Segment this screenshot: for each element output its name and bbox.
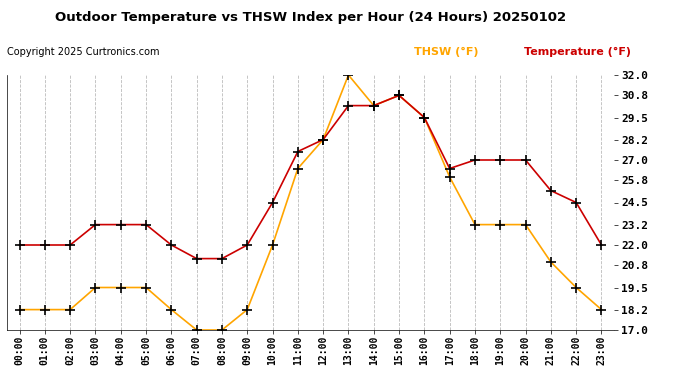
- Text: Copyright 2025 Curtronics.com: Copyright 2025 Curtronics.com: [7, 47, 159, 57]
- Text: Outdoor Temperature vs THSW Index per Hour (24 Hours) 20250102: Outdoor Temperature vs THSW Index per Ho…: [55, 11, 566, 24]
- Text: Temperature (°F): Temperature (°F): [524, 47, 631, 57]
- Text: THSW (°F): THSW (°F): [414, 47, 478, 57]
